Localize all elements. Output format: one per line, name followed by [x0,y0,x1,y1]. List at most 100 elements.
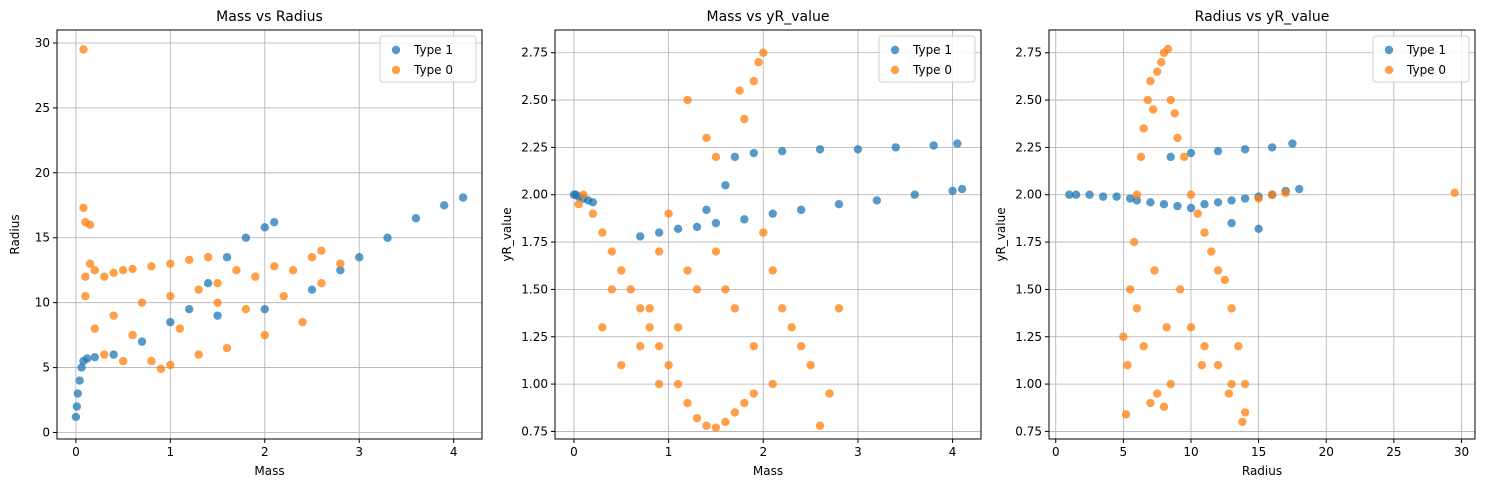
y-tick-label: 2.25 [521,140,548,154]
point-type-0 [1240,408,1250,417]
point-type-1 [1240,194,1250,203]
point-type-0 [213,298,222,307]
point-type-0 [598,323,607,332]
point-type-0 [825,389,834,398]
point-type-0 [81,272,90,281]
legend: Type 1 Type 0 [379,35,477,83]
point-type-0 [1227,379,1236,389]
x-tick-label: 0 [570,445,578,459]
point-type-0 [1152,389,1162,398]
point-type-0 [1213,266,1223,275]
point-type-0 [1220,275,1230,285]
legend-label: Type 1 [413,43,453,57]
point-type-0 [654,379,664,389]
y-tick-label: 1.50 [1015,282,1042,296]
point-type-0 [711,423,721,432]
point-type-0 [654,342,664,351]
point-type-1 [891,143,900,152]
point-type-1 [1227,196,1236,205]
point-type-0 [607,247,616,256]
point-type-0 [203,253,213,262]
point-type-1 [1065,190,1074,199]
point-type-1 [203,278,213,288]
point-type-0 [692,413,702,423]
point-type-1 [75,376,84,385]
y-tick-label: 0 [42,426,50,440]
point-type-0 [185,255,194,265]
point-type-0 [251,272,260,281]
x-axis-label: Radius [1242,464,1282,478]
y-tick-label: 0.75 [521,424,548,438]
point-type-0 [617,360,626,370]
point-type-1 [749,148,758,158]
point-type-1 [77,363,86,372]
y-axis-label: yR_value [500,207,514,261]
point-type-1 [588,198,598,207]
point-type-0 [90,324,99,333]
point-type-0 [636,304,645,313]
point-type-1 [1227,218,1236,228]
point-type-1 [730,152,740,162]
point-type-0 [100,272,109,281]
point-type-1 [1166,152,1175,162]
x-axis-label: Mass [753,464,783,478]
point-type-1 [1159,200,1169,209]
x-tick-label: 1 [167,445,175,459]
point-type-0 [288,266,298,275]
x-tick-label: 0 [72,445,80,459]
point-type-1 [740,215,749,224]
x-tick-label: 2 [261,445,269,459]
point-type-0 [1186,323,1196,332]
point-type-0 [166,291,175,301]
legend-marker [391,65,401,75]
y-tick-label: 10 [35,296,50,310]
point-type-0 [156,364,166,374]
point-type-0 [1224,389,1234,398]
point-type-0 [692,285,702,294]
legend-marker [890,45,900,55]
point-type-0 [1139,124,1148,133]
point-type-0 [1238,417,1247,427]
point-type-0 [1234,342,1243,351]
point-type-0 [721,285,730,294]
point-type-0 [673,323,683,332]
y-tick-label: 0.75 [1015,424,1042,438]
point-type-0 [759,228,768,237]
point-type-0 [683,95,692,105]
y-tick-label: 5 [42,361,50,375]
legend-marker [391,45,401,55]
point-type-0 [1240,379,1250,389]
point-type-0 [1173,133,1182,143]
point-type-0 [241,304,251,314]
point-type-1 [260,304,269,314]
point-type-1 [796,205,806,215]
point-type-0 [336,259,345,268]
legend-marker [1384,65,1394,75]
point-type-0 [626,285,635,294]
point-type-0 [607,285,616,294]
x-tick-label: 4 [450,445,458,459]
point-type-1 [953,139,962,148]
point-type-1 [1173,201,1182,211]
point-type-1 [72,402,82,411]
point-type-0 [721,417,730,427]
legend-label: Type 1 [912,43,952,57]
point-type-1 [83,354,92,363]
point-type-1 [1186,148,1196,158]
point-type-0 [579,190,588,199]
point-type-0 [1227,304,1236,313]
point-type-0 [778,304,787,313]
y-tick-label: 25 [35,101,50,115]
point-type-1 [853,145,863,154]
point-type-0 [279,291,288,301]
point-type-1 [1085,190,1094,199]
point-type-0 [81,291,90,301]
point-type-1 [90,353,99,362]
point-type-0 [749,76,758,86]
legend-label: Type 0 [912,63,952,77]
point-type-0 [1193,209,1202,218]
point-type-1 [702,205,711,215]
point-type-0 [683,398,692,408]
legend-box [379,35,477,83]
y-tick-label: 15 [35,231,50,245]
